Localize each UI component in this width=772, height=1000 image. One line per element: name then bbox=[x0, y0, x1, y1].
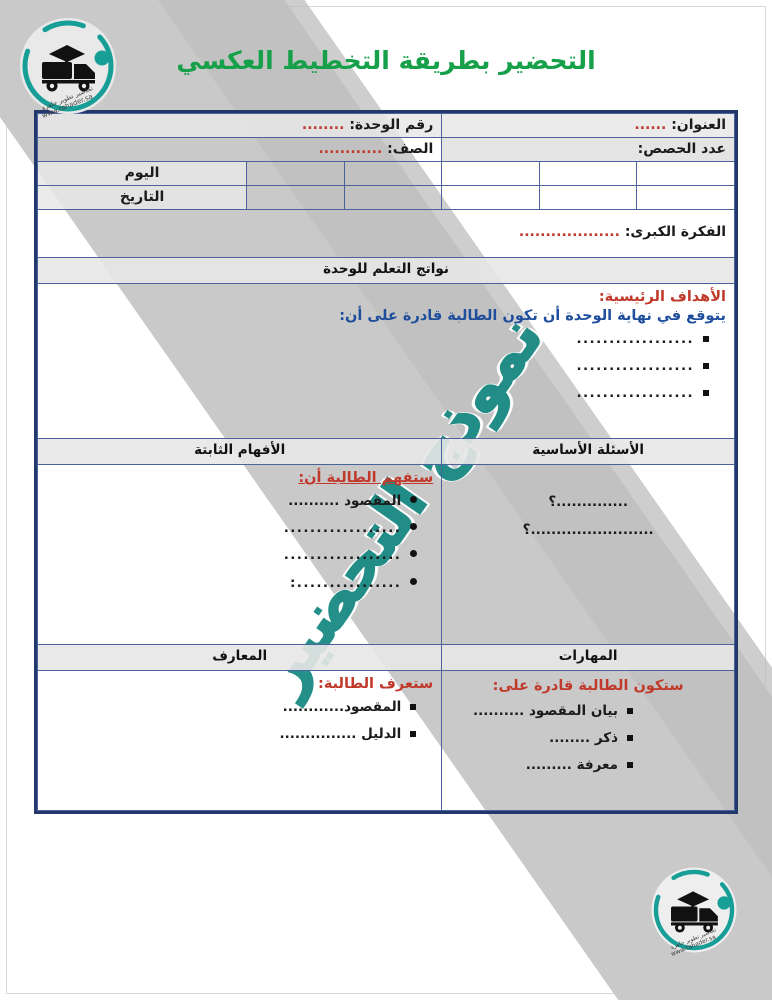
table-row-unit: العنوان: ...... رقم الوحدة: ........ bbox=[36, 113, 735, 138]
skills-intro: ستكون الطالبة قادرة على: bbox=[492, 678, 684, 694]
list-item: المقصود............ bbox=[46, 698, 417, 716]
sessions-label: عدد الحصص: bbox=[637, 141, 726, 157]
day-label: اليوم bbox=[124, 165, 160, 181]
knowledge-list: المقصود............ الدليل .............… bbox=[46, 698, 419, 743]
date-label: التاريخ bbox=[119, 189, 165, 205]
cell-grade-field[interactable]: الصف: ............ bbox=[36, 137, 443, 162]
big-idea-label: الفكرة الكبرى: bbox=[624, 224, 726, 240]
list-item: .................. bbox=[46, 519, 418, 537]
cell-title-field[interactable]: العنوان: ...... bbox=[441, 113, 735, 138]
table-row-grade: عدد الحصص: الصف: ............ bbox=[36, 137, 735, 162]
skills-list: بيان المقصود .......... ذكر ........ معر… bbox=[450, 702, 636, 775]
expectation-text: يتوقع في نهاية الوحدة أن تكون الطالبة قا… bbox=[339, 308, 726, 324]
list-item: ................: bbox=[46, 574, 418, 592]
list-item: الدليل ............... bbox=[46, 725, 417, 743]
list-item: ..............؟ bbox=[548, 494, 628, 510]
main-goals-list: .................. .................. ..… bbox=[46, 330, 712, 403]
list-item: .................. bbox=[46, 330, 709, 348]
date-cell-1[interactable] bbox=[246, 185, 345, 210]
title-dots: ...... bbox=[634, 117, 667, 133]
list-item: .................. bbox=[46, 384, 709, 402]
cell-knowledge[interactable]: ستعرف الطالبة: المقصود............ الدلي… bbox=[36, 670, 443, 811]
knowledge-intro: ستعرف الطالبة: bbox=[318, 676, 434, 692]
essential-questions-list: ..............؟ ........................… bbox=[450, 494, 726, 538]
table-row-knowledge-skills-header: المهارات المعارف bbox=[36, 644, 735, 671]
list-item: بيان المقصود .......... bbox=[450, 702, 633, 720]
big-idea-dots: ................... bbox=[518, 224, 620, 240]
date-cell-3[interactable] bbox=[441, 185, 540, 210]
day-label-cell: اليوم bbox=[36, 161, 248, 186]
date-cell-5[interactable] bbox=[636, 185, 735, 210]
enduring-understandings-header: الأفهام الثابتة bbox=[36, 438, 443, 465]
lesson-plan-table: العنوان: ...... رقم الوحدة: ........ bbox=[34, 110, 738, 814]
essential-questions-header: الأسئلة الأساسية bbox=[441, 438, 735, 465]
day-cell-2[interactable] bbox=[343, 161, 443, 186]
list-item: المقصود .......... bbox=[46, 492, 418, 510]
list-item: ذكر ........ bbox=[450, 729, 633, 747]
title-label: العنوان: bbox=[671, 117, 726, 133]
table-row-big-idea: الفكرة الكبرى: ................... bbox=[37, 209, 735, 258]
unit-number-label: رقم الوحدة: bbox=[349, 117, 434, 133]
date-label-cell: التاريخ bbox=[36, 185, 248, 210]
day-cell-1[interactable] bbox=[246, 161, 345, 186]
grade-dots: ............ bbox=[318, 141, 383, 157]
page-title: التحضير بطريقة التخطيط العكسي bbox=[176, 46, 596, 75]
table-row-understandings-header: الأسئلة الأساسية الأفهام الثابتة bbox=[36, 438, 735, 465]
date-cell-4[interactable] bbox=[538, 185, 638, 210]
cell-main-goals[interactable]: الأهداف الرئيسية: يتوقع في نهاية الوحدة … bbox=[37, 283, 735, 439]
cell-skills[interactable]: ستكون الطالبة قادرة على: بيان المقصود ..… bbox=[441, 670, 735, 811]
table-row-outcomes-header: نواتج التعلم للوحدة bbox=[37, 257, 735, 284]
table-row-date: التاريخ bbox=[36, 185, 735, 210]
table-row-outcomes-body: الأهداف الرئيسية: يتوقع في نهاية الوحدة … bbox=[37, 283, 735, 439]
table-row-understandings-body: ..............؟ ........................… bbox=[36, 464, 735, 645]
main-goals-label: الأهداف الرئيسية: bbox=[598, 289, 726, 305]
understandings-intro: ستفهم الطالبة أن: bbox=[298, 470, 434, 486]
cell-big-idea[interactable]: الفكرة الكبرى: ................... bbox=[37, 209, 735, 258]
skills-header: المهارات bbox=[441, 644, 735, 671]
unit-number-dots: ........ bbox=[301, 117, 345, 133]
cell-essential-questions[interactable]: ..............؟ ........................… bbox=[441, 464, 735, 645]
cell-unit-number-field[interactable]: رقم الوحدة: ........ bbox=[36, 113, 443, 138]
day-cell-4[interactable] bbox=[538, 161, 638, 186]
list-item: ........................؟ bbox=[522, 522, 654, 538]
date-cell-2[interactable] bbox=[343, 185, 443, 210]
list-item: .................. bbox=[46, 357, 709, 375]
cell-enduring-understandings[interactable]: ستفهم الطالبة أن: المقصود .......... ...… bbox=[36, 464, 443, 645]
day-cell-3[interactable] bbox=[441, 161, 540, 186]
table-row-day: اليوم bbox=[36, 161, 735, 186]
understandings-list: المقصود .......... .................. ..… bbox=[46, 492, 419, 592]
cell-sessions-field[interactable]: عدد الحصص: bbox=[441, 137, 735, 162]
table-row-knowledge-skills-body: ستكون الطالبة قادرة على: بيان المقصود ..… bbox=[36, 670, 735, 811]
list-item: معرفة ......... bbox=[450, 756, 633, 774]
outcomes-section-header: نواتج التعلم للوحدة bbox=[37, 257, 735, 284]
brand-logo-top: تحاضير تطوير جاهزة www.tahader.sa bbox=[16, 14, 120, 120]
brand-logo-bottom: تحاضير تطوير جاهزة www.tahader.sa bbox=[648, 864, 740, 958]
day-cell-5[interactable] bbox=[636, 161, 735, 186]
grade-label: الصف: bbox=[387, 141, 434, 157]
knowledge-header: المعارف bbox=[36, 644, 443, 671]
list-item: .................. bbox=[46, 546, 418, 564]
